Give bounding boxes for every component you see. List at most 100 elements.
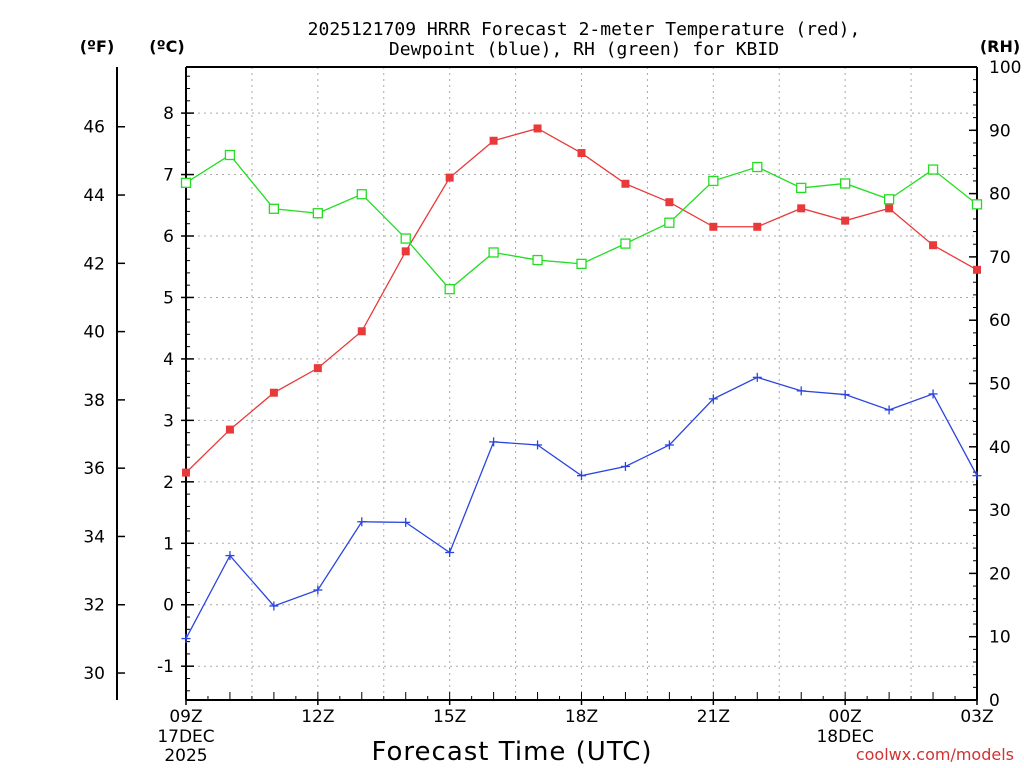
rh-tick-label: 80 bbox=[989, 185, 1011, 205]
rh-point bbox=[883, 194, 895, 205]
rh-point bbox=[796, 182, 807, 194]
dewpoint-point bbox=[840, 390, 850, 400]
dewpoint-point bbox=[489, 437, 499, 447]
rh-tick-label: 100 bbox=[989, 58, 1021, 78]
rh-point bbox=[927, 164, 939, 175]
rh-tick-label: 20 bbox=[989, 564, 1011, 584]
rh-unit-label: (RH) bbox=[980, 37, 1020, 56]
dewpoint-point bbox=[401, 517, 411, 527]
rh-tick-label: 40 bbox=[989, 438, 1011, 458]
temperature-point bbox=[182, 468, 190, 477]
fahrenheit-tick-label: 44 bbox=[83, 186, 105, 206]
rh-point bbox=[312, 208, 323, 219]
rh-point bbox=[664, 217, 675, 228]
rh-point bbox=[444, 284, 455, 295]
dewpoint-point bbox=[533, 440, 543, 450]
temperature-point bbox=[401, 247, 410, 256]
x-tick-date-label: 17DEC bbox=[157, 727, 214, 747]
temperature-point bbox=[885, 204, 894, 213]
celsius-unit-label: (ºC) bbox=[149, 37, 184, 56]
fahrenheit-tick-label: 38 bbox=[83, 391, 105, 411]
dewpoint-point bbox=[181, 634, 191, 644]
celsius-tick-label: 4 bbox=[163, 350, 174, 370]
celsius-tick-label: 6 bbox=[163, 227, 174, 247]
series-temperature bbox=[182, 124, 981, 477]
celsius-tick-label: 2 bbox=[163, 473, 174, 493]
rh-tick-label: 50 bbox=[989, 375, 1011, 395]
fahrenheit-tick-label: 42 bbox=[83, 254, 105, 274]
temperature-point bbox=[489, 136, 498, 145]
dewpoint-point bbox=[445, 548, 455, 558]
rh-tick-label: 30 bbox=[989, 501, 1011, 521]
dewpoint-point bbox=[708, 394, 718, 404]
celsius-tick-label: -1 bbox=[157, 657, 174, 677]
temperature-line bbox=[185, 127, 978, 474]
temperature-point bbox=[841, 216, 850, 225]
fahrenheit-unit-label: (ºF) bbox=[80, 37, 115, 56]
series-rh bbox=[180, 149, 983, 295]
x-tick-label: 21Z bbox=[697, 707, 730, 727]
x-tick-label: 15Z bbox=[433, 707, 466, 727]
rh-point bbox=[488, 247, 499, 258]
temperature-point bbox=[313, 364, 322, 373]
rh-point bbox=[400, 233, 411, 244]
dewpoint-point bbox=[928, 389, 938, 399]
celsius-tick-label: 8 bbox=[163, 104, 174, 124]
temperature-point bbox=[929, 241, 938, 250]
title-line-1: 2025121709 HRRR Forecast 2-meter Tempera… bbox=[308, 19, 861, 40]
celsius-tick-label: 5 bbox=[163, 288, 174, 308]
rh-point bbox=[752, 161, 763, 173]
x-tick-year-label: 2025 bbox=[164, 746, 207, 766]
rh-point bbox=[971, 199, 983, 210]
gridlines bbox=[186, 67, 977, 700]
temperature-point bbox=[357, 327, 366, 336]
temperature-point bbox=[533, 124, 542, 133]
dewpoint-point bbox=[752, 372, 762, 382]
x-tick-label: 00Z bbox=[829, 707, 862, 727]
dewpoint-point bbox=[357, 517, 367, 527]
dewpoint-point bbox=[664, 440, 674, 450]
rh-point bbox=[224, 149, 236, 161]
title-line-2: Dewpoint (blue), RH (green) for KBID bbox=[389, 39, 779, 60]
rh-tick-label: 10 bbox=[989, 628, 1011, 648]
fahrenheit-tick-label: 36 bbox=[83, 459, 105, 479]
temperature-point bbox=[797, 204, 806, 213]
celsius-tick-label: 3 bbox=[163, 411, 174, 431]
rh-point bbox=[576, 258, 587, 270]
rh-point bbox=[620, 238, 631, 249]
temperature-point bbox=[577, 149, 586, 158]
title: 2025121709 HRRR Forecast 2-meter Tempera… bbox=[308, 19, 861, 60]
temperature-point bbox=[269, 388, 278, 397]
fahrenheit-tick-label: 32 bbox=[83, 596, 105, 616]
credit-text: coolwx.com/models bbox=[856, 745, 1014, 764]
celsius-tick-label: 1 bbox=[163, 534, 174, 554]
fahrenheit-tick-label: 34 bbox=[83, 527, 105, 547]
dewpoint-point bbox=[313, 585, 323, 595]
temperature-point bbox=[665, 198, 674, 207]
fahrenheit-tick-label: 30 bbox=[83, 664, 105, 684]
x-tick-label: 12Z bbox=[301, 707, 334, 727]
rh-point bbox=[356, 189, 367, 200]
dewpoint-point bbox=[269, 601, 279, 611]
dewpoint-point bbox=[577, 471, 586, 481]
x-tick-label: 03Z bbox=[960, 707, 993, 727]
dewpoint-point bbox=[225, 551, 235, 561]
series-layer bbox=[180, 124, 983, 644]
dewpoint-point bbox=[972, 471, 982, 481]
x-axis-label: Forecast Time (UTC) bbox=[371, 737, 652, 767]
dewpoint-point bbox=[796, 386, 806, 396]
temperature-point bbox=[709, 222, 718, 231]
x-tick-date-label: 18DEC bbox=[816, 727, 873, 747]
celsius-tick-label: 0 bbox=[163, 596, 174, 616]
celsius-tick-label: 7 bbox=[163, 166, 174, 186]
fahrenheit-tick-label: 40 bbox=[83, 323, 105, 343]
rh-tick-label: 0 bbox=[989, 691, 1000, 711]
rh-point bbox=[268, 203, 280, 214]
temperature-point bbox=[621, 179, 630, 188]
rh-tick-label: 70 bbox=[989, 248, 1011, 268]
rh-point bbox=[708, 175, 719, 187]
temperature-point bbox=[973, 265, 981, 274]
tick-labels: -101234567830323436384042444601020304050… bbox=[83, 58, 1021, 766]
rh-tick-label: 60 bbox=[989, 311, 1011, 331]
